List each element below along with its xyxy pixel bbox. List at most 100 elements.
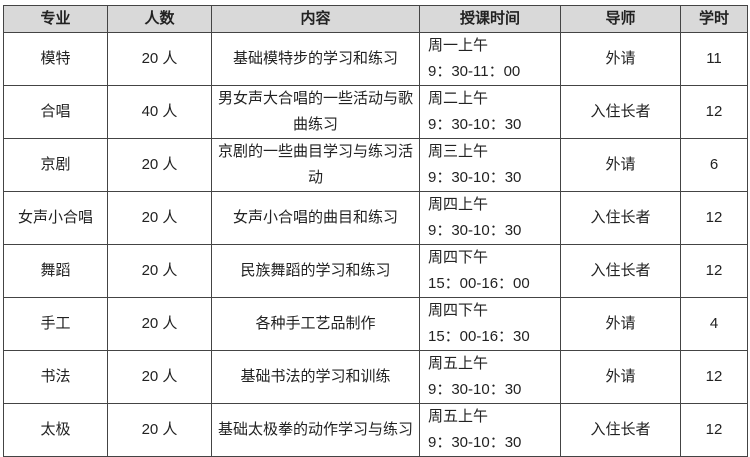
cell-hours: 12: [680, 244, 748, 298]
hours-text: 12: [705, 368, 723, 385]
cell-teacher: 外请: [560, 350, 681, 404]
content-text: 基础书法的学习和训练: [240, 368, 391, 385]
cell-time: 周三上午 9：30-10：30: [419, 138, 561, 192]
table-row: 手工 20 人 各种手工艺品制作 周四下午 15：00-16：30 外请 4: [3, 297, 748, 351]
cell-major: 模特: [3, 32, 108, 86]
time-text: 9：30-10：30: [428, 116, 522, 133]
cell-major: 舞蹈: [3, 244, 108, 298]
major-text: 京剧: [40, 156, 71, 173]
teacher-text: 入住长者: [590, 209, 651, 226]
teacher-text: 入住长者: [590, 262, 651, 279]
cell-major: 书法: [3, 350, 108, 404]
major-text: 舞蹈: [40, 262, 71, 279]
major-text: 合唱: [40, 103, 71, 120]
cell-time: 周五上午 9：30-10：30: [419, 403, 561, 457]
day-text: 周四下午: [428, 249, 489, 266]
cell-hours: 12: [680, 191, 748, 245]
table-row: 女声小合唱 20 人 女声小合唱的曲目和练习 周四上午 9：30-10：30 入住长者 12: [3, 191, 748, 245]
cell-major: 京剧: [3, 138, 108, 192]
cell-content: 男女声大合唱的一些活动与歌曲练习: [211, 85, 420, 139]
teacher-text: 外请: [605, 156, 636, 173]
cell-hours: 11: [680, 32, 748, 86]
cell-content: 基础模特步的学习和练习: [211, 32, 420, 86]
cell-teacher: 入住长者: [560, 191, 681, 245]
teacher-text: 入住长者: [590, 421, 651, 438]
cell-teacher: 外请: [560, 138, 681, 192]
table-row: 合唱 40 人 男女声大合唱的一些活动与歌曲练习 周二上午 9：30-10：30 入住长者…: [3, 85, 748, 139]
cell-content: 各种手工艺品制作: [211, 297, 420, 351]
content-text: 男女声大合唱的一些活动与歌曲练习: [218, 90, 414, 133]
cell-major: 手工: [3, 297, 108, 351]
count-text: 20 人: [141, 421, 178, 438]
cell-content: 民族舞蹈的学习和练习: [211, 244, 420, 298]
time-text: 15：00-16：00: [428, 275, 530, 292]
day-text: 周三上午: [428, 143, 489, 160]
cell-count: 40 人: [107, 85, 212, 139]
hours-text: 12: [705, 103, 723, 120]
content-text: 各种手工艺品制作: [255, 315, 376, 332]
teacher-text: 入住长者: [590, 103, 651, 120]
cell-content: 基础太极拳的动作学习与练习: [211, 403, 420, 457]
cell-count: 20 人: [107, 350, 212, 404]
major-text: 女声小合唱: [17, 209, 93, 226]
hours-text: 11: [706, 50, 722, 67]
major-text: 书法: [40, 368, 71, 385]
header-row: 专业 人数 内容 授课时间 导师 学时: [3, 5, 748, 33]
time-text: 9：30-10：30: [428, 169, 522, 186]
table-row: 模特 20 人 基础模特步的学习和练习 周一上午 9：30-11：00 外请 11: [3, 32, 748, 86]
cell-time: 周四上午 9：30-10：30: [419, 191, 561, 245]
cell-hours: 4: [680, 297, 748, 351]
header-content: 内容: [211, 5, 420, 33]
header-teacher: 导师: [560, 5, 681, 33]
header-major: 专业: [3, 5, 108, 33]
header-count: 人数: [107, 5, 212, 33]
day-text: 周四上午: [428, 196, 489, 213]
content-text: 京剧的一些曲目学习与练习活动: [218, 143, 414, 186]
cell-content: 基础书法的学习和训练: [211, 350, 420, 404]
table-row: 京剧 20 人 京剧的一些曲目学习与练习活动 周三上午 9：30-10：30 外请 6: [3, 138, 748, 192]
day-text: 周五上午: [428, 408, 489, 425]
content-text: 基础模特步的学习和练习: [232, 50, 398, 67]
cell-count: 20 人: [107, 138, 212, 192]
time-text: 9：30-10：30: [428, 222, 522, 239]
cell-major: 合唱: [3, 85, 108, 139]
cell-count: 20 人: [107, 403, 212, 457]
teacher-text: 外请: [605, 368, 636, 385]
time-text: 9：30-10：30: [428, 434, 522, 451]
count-text: 20 人: [141, 156, 178, 173]
cell-count: 20 人: [107, 297, 212, 351]
cell-major: 太极: [3, 403, 108, 457]
cell-teacher: 外请: [560, 32, 681, 86]
content-text: 基础太极拳的动作学习与练习: [218, 421, 414, 438]
count-text: 20 人: [141, 368, 178, 385]
cell-hours: 12: [680, 403, 748, 457]
day-text: 周一上午: [428, 37, 489, 54]
count-text: 20 人: [141, 315, 178, 332]
content-text: 民族舞蹈的学习和练习: [240, 262, 391, 279]
count-text: 40 人: [141, 103, 178, 120]
table-row: 舞蹈 20 人 民族舞蹈的学习和练习 周四下午 15：00-16：00 入住长者 12: [3, 244, 748, 298]
content-text: 女声小合唱的曲目和练习: [232, 209, 398, 226]
day-text: 周五上午: [428, 355, 489, 372]
time-text: 15：00-16：30: [428, 328, 530, 345]
cell-teacher: 入住长者: [560, 85, 681, 139]
cell-count: 20 人: [107, 244, 212, 298]
hours-text: 12: [705, 209, 723, 226]
major-text: 模特: [40, 50, 71, 67]
count-text: 20 人: [141, 50, 178, 67]
day-text: 周二上午: [428, 90, 489, 107]
header-hours: 学时: [680, 5, 748, 33]
cell-time: 周五上午 9：30-10：30: [419, 350, 561, 404]
count-text: 20 人: [141, 209, 178, 226]
cell-time: 周四下午 15：00-16：00: [419, 244, 561, 298]
time-text: 9：30-10：30: [428, 381, 522, 398]
cell-count: 20 人: [107, 32, 212, 86]
cell-hours: 6: [680, 138, 748, 192]
course-table: 专业 人数 内容 授课时间 导师 学时 模特 20 人 基础模特步的学习和练习 周一上…: [3, 5, 748, 457]
major-text: 手工: [40, 315, 71, 332]
cell-teacher: 入住长者: [560, 244, 681, 298]
cell-content: 京剧的一些曲目学习与练习活动: [211, 138, 420, 192]
hours-text: 6: [709, 156, 719, 173]
hours-text: 12: [705, 421, 723, 438]
cell-teacher: 外请: [560, 297, 681, 351]
